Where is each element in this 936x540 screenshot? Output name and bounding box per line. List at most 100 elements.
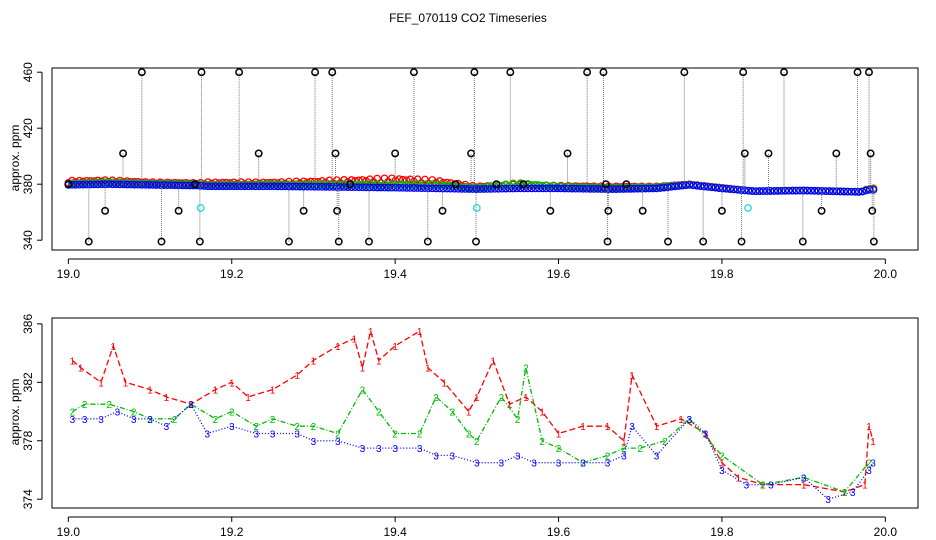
bottom-series-1-marker: 1 [842,488,848,499]
top-series-3-marker [623,185,632,193]
top-series-3-marker [711,183,720,192]
top-series-3-marker [722,184,731,193]
bottom-series-1-marker: 1 [735,473,741,484]
top-series-3-marker [836,187,845,196]
top-outlier-point [601,180,610,189]
top-series-3-marker [483,185,492,193]
top-outlier-point [599,68,608,77]
top-series-3-marker [399,183,407,192]
bottom-series-3-marker: 3 [115,408,121,419]
top-outlier-point [638,206,647,215]
bottom-axes: 19.0 19.2 19.4 19.6 19.8 20.0 374 378 382 386 [21,314,897,539]
top-outlier-point [868,206,877,215]
top-series-3-marker [255,182,264,191]
top-series-3-marker [428,184,437,193]
top-series-3-marker [233,182,242,191]
bottom-series-3-marker: 3 [204,429,210,440]
top-series-3-marker [145,181,154,189]
bottom-series-2-marker: 2 [621,444,627,455]
bottom-series-3-marker: 3 [580,459,586,470]
top-series-3-marker [832,187,841,196]
bottom-series-1-marker: 1 [629,371,635,382]
bottom-series-3-marker: 3 [311,437,317,448]
top-series-3-marker [468,185,477,193]
top-series-3-marker [840,187,848,196]
bottom-series-2-marker: 2 [539,437,545,448]
bottom-y-tick-label: 378 [21,430,35,450]
top-series-3-marker [490,184,499,193]
bottom-series-2-marker: 2 [360,386,366,397]
top-series-3-marker [182,181,190,190]
top-series-3-marker [285,182,293,191]
bottom-series-2-marker: 2 [662,437,668,448]
top-series-3-marker [222,182,231,191]
top-series-3-marker [524,184,532,193]
top-series-3-marker [156,181,165,189]
top-series-3-marker [104,180,113,189]
top-outlier-point [438,206,447,215]
bottom-series-1-marker: 1 [229,378,235,389]
top-series-3-marker [126,180,135,189]
top-series-3-marker [527,184,536,193]
top-series-3-marker [674,182,683,190]
bottom-x-tick-label: 19.2 [220,525,244,539]
top-series-3-marker [259,182,268,191]
top-series-3-marker [266,182,275,191]
top-series-3-marker [707,183,716,192]
top-outlier-point [235,68,244,77]
top-series-3-marker [432,184,440,193]
bottom-series-2-marker: 2 [70,408,76,419]
top-series-3-marker [865,185,874,194]
top-series-3-marker [858,187,867,196]
bottom-series-2-marker: 2 [392,429,398,440]
top-series-3-marker [715,184,723,192]
top-series-3-marker [685,181,694,189]
bottom-series-1-marker: 1 [580,422,586,433]
bottom-series-2-marker: 2 [294,422,300,433]
bottom-series-1-marker: 1 [621,437,627,448]
top-series-3-marker [332,183,341,191]
top-series-3-marker [82,180,91,189]
bottom-series-2-marker: 2 [229,408,235,419]
top-series-3-marker [513,184,521,193]
bottom-series-1-marker: 1 [352,334,358,345]
top-series-1-marker [340,176,348,184]
bottom-series-1-marker: 1 [270,386,276,397]
top-outlier-point [64,180,73,189]
bottom-series-3-marker: 3 [376,444,382,455]
top-series-3-marker [542,184,551,193]
top-series-3-marker [450,184,459,193]
bottom-series-1-marker: 1 [719,459,725,470]
bottom-series-2-marker: 2 [188,400,194,411]
top-series-3-marker [535,184,543,193]
top-series-3-marker [785,186,793,195]
top-series-3-marker [645,184,654,193]
top-outlier-point [740,149,749,158]
top-flagged-point [196,204,205,212]
top-series-3-marker [174,181,183,190]
bottom-series-2-marker: 2 [760,481,766,492]
bottom-series-2-marker: 2 [131,408,137,419]
bottom-x-tick-label: 19.8 [710,525,734,539]
top-outlier-point [328,68,337,77]
top-series-3-marker [318,182,326,191]
bottom-series-1-marker: 1 [392,342,398,353]
top-series-3-marker [229,182,238,191]
top-series-3-marker [751,187,760,196]
bottom-series-1-marker: 1 [870,437,876,448]
bottom-y-tick-label: 386 [21,314,35,334]
bottom-series-1-marker: 1 [70,356,76,367]
top-series-3-marker [774,187,782,195]
bottom-series-2-marker: 2 [335,429,341,440]
top-outlier-point [84,237,93,246]
bottom-series-3-marker: 3 [556,459,562,470]
top-series-3-marker [682,181,690,190]
top-series-3-marker [568,184,576,193]
top-series-3-marker [149,181,157,189]
top-plot-frame [51,67,919,251]
top-series-3-marker [292,182,301,191]
bottom-series-3-marker: 3 [70,415,76,426]
top-series-3-marker [380,183,389,192]
bottom-series-1-marker: 1 [441,378,447,389]
top-outlier-point [717,206,726,215]
